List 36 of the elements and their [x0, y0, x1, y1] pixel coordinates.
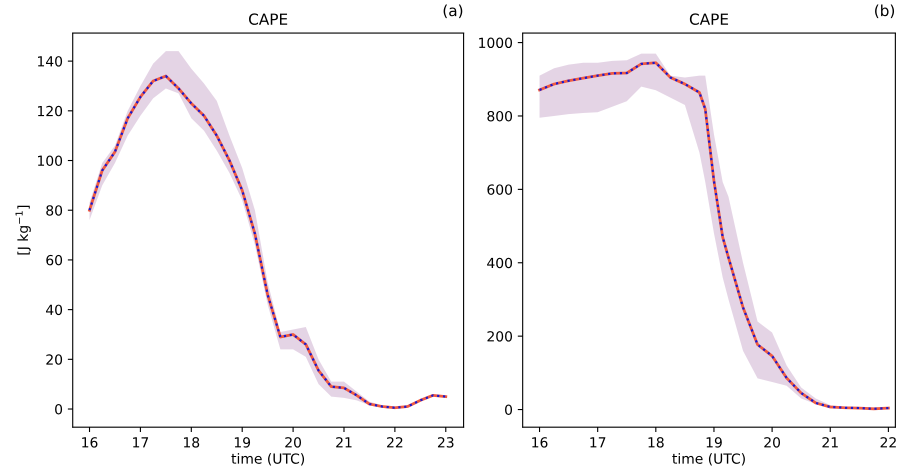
y-tick-label: 1000	[479, 38, 512, 48]
y-tick-label: 120	[38, 106, 62, 116]
x-tick-label: 16	[532, 437, 548, 448]
x-tick-label: 20	[285, 437, 302, 448]
x-tick-label: 16	[82, 437, 98, 448]
x-tick-label: 21	[822, 437, 838, 448]
y-axis-title: [J kg$^{−1}$]	[16, 206, 31, 254]
x-tick-label: 23	[438, 437, 454, 448]
x-tick-label: 22	[880, 437, 896, 448]
y-tick-label: 40	[46, 304, 62, 316]
y-tick-label: 100	[38, 155, 62, 166]
y-tick-label: 0	[55, 404, 62, 414]
y-tick-label: 400	[487, 258, 512, 268]
x-tick-label: 18	[184, 437, 200, 448]
x-tick-label: 21	[336, 437, 352, 448]
y-tick-label: 20	[46, 354, 62, 365]
y-tick-label: 800	[487, 110, 512, 122]
x-axis-title: time (UTC)	[231, 453, 304, 466]
y-tick-label: 80	[46, 205, 62, 216]
x-tick-label: 17	[590, 437, 606, 448]
text: (a)	[444, 4, 462, 18]
chart-title: CAPE	[690, 13, 728, 25]
y-tick-label: 600	[487, 184, 512, 195]
y-tick-label: 140	[38, 56, 62, 67]
x-tick-label: 17	[133, 437, 148, 448]
x-tick-label: 18	[648, 437, 664, 448]
x-tick-label: 19	[234, 437, 250, 448]
text: (b)	[875, 4, 894, 18]
y-tick-label: 0	[505, 404, 512, 416]
y-tick-label: 60	[46, 254, 62, 266]
x-tick-label: 22	[387, 437, 402, 448]
chart-title: CAPE	[249, 13, 288, 25]
y-tick-label: 200	[487, 331, 512, 342]
x-tick-label: 19	[706, 437, 722, 448]
x-tick-label: 20	[764, 437, 780, 448]
x-axis-title: time (UTC)	[672, 453, 745, 466]
